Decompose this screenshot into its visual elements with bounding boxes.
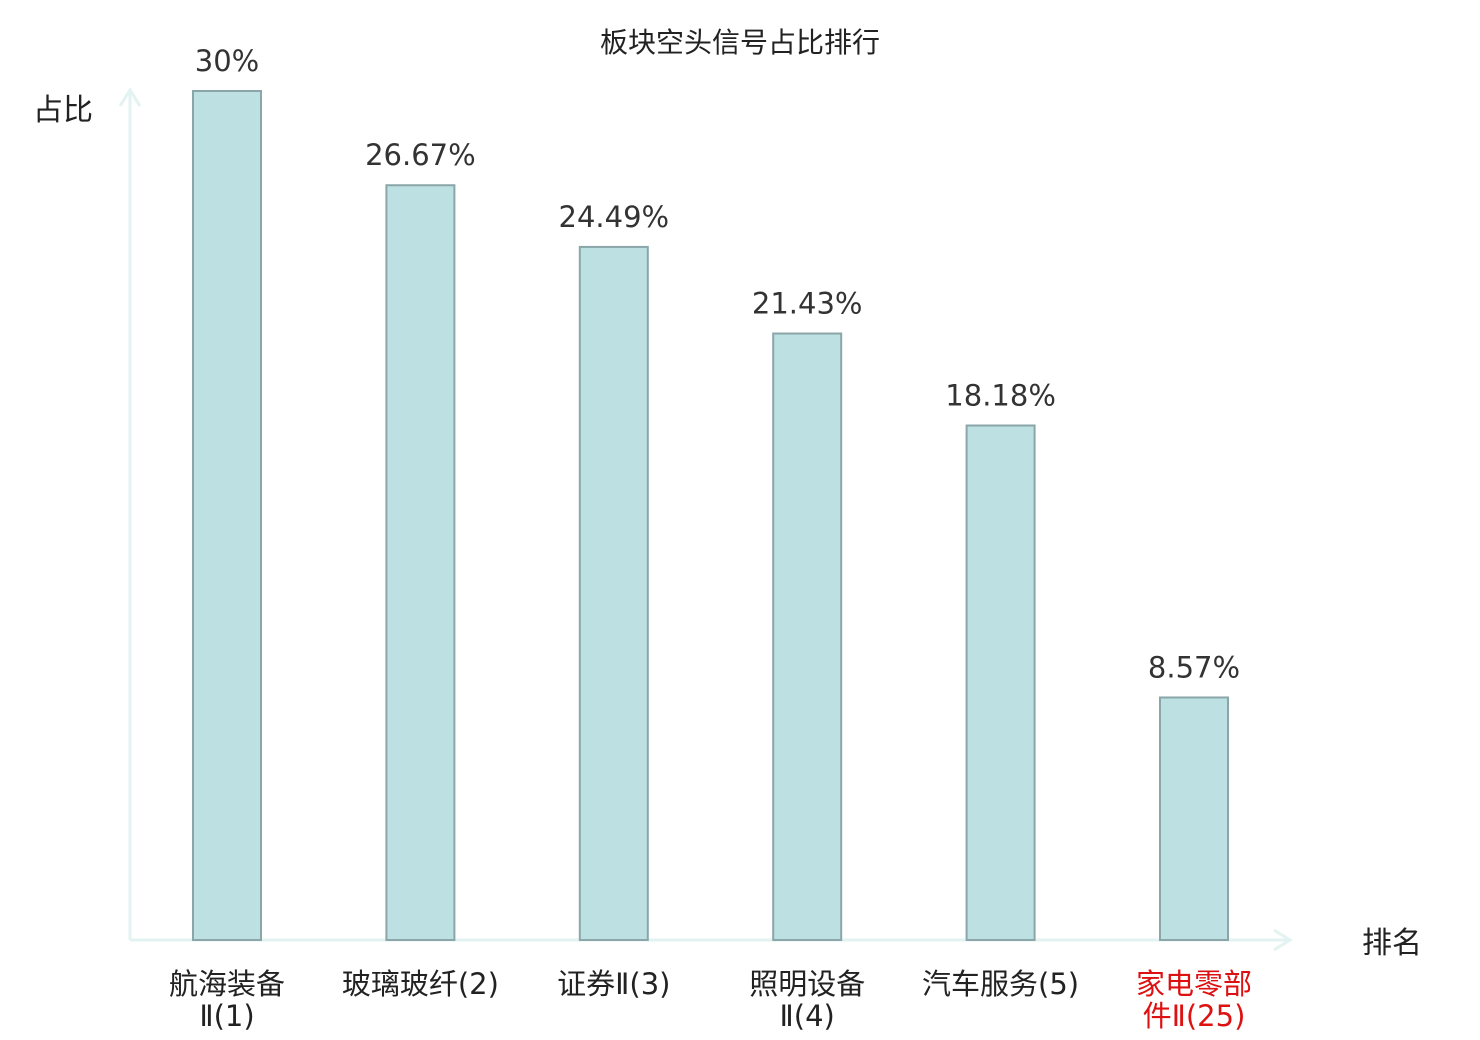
y-axis-arrow [118, 87, 142, 107]
category-label-line: 证券Ⅱ(3) [557, 967, 670, 1001]
bar-2 [385, 184, 456, 941]
bar-3 [578, 245, 649, 942]
category-label-line: 照明设备 [749, 967, 865, 1001]
x-axis-label: 排名 [1362, 926, 1422, 961]
value-labels: 30% 26.67% 24.49% 21.43% 18.18% 8.57% [195, 44, 1240, 684]
x-axis-arrow [1273, 928, 1293, 952]
bar-4 [772, 332, 843, 941]
category-label-line: 航海装备 [169, 967, 285, 1001]
category-label-line: 玻璃玻纤(2) [342, 967, 499, 1001]
value-label-4: 21.43% [752, 287, 863, 321]
bar-5 [965, 424, 1036, 942]
category-label-4: 照明设备 Ⅱ(4) [749, 967, 865, 1033]
category-label-1: 航海装备 Ⅱ(1) [169, 967, 285, 1033]
axes [118, 87, 1293, 952]
value-label-6: 8.57% [1148, 650, 1240, 684]
category-label-line: 家电零部 [1136, 967, 1252, 1001]
category-label-3: 证券Ⅱ(3) [557, 967, 670, 1001]
category-label-6: 家电零部件Ⅱ(25) [1136, 967, 1252, 1033]
value-label-1: 30% [195, 44, 259, 78]
bar-6 [1159, 696, 1229, 941]
value-label-5: 18.18% [945, 379, 1056, 413]
category-label-line: 件Ⅱ(25) [1143, 999, 1246, 1033]
category-labels: 航海装备 Ⅱ(1) 玻璃玻纤(2) 证券Ⅱ(3) 照明设备 Ⅱ(4) 汽车服务(5) 家电零部… [169, 967, 1252, 1033]
value-label-3: 24.49% [559, 200, 670, 234]
category-label-2: 玻璃玻纤(2) [342, 967, 499, 1001]
category-label-line: Ⅱ(4) [780, 999, 835, 1033]
category-label-line: Ⅱ(1) [199, 999, 254, 1033]
chart-title: 板块空头信号占比排行 [600, 26, 880, 59]
category-label-line: 汽车服务(5) [922, 967, 1079, 1001]
bars [192, 90, 1229, 942]
bar-1 [192, 90, 262, 941]
value-label-2: 26.67% [365, 138, 476, 172]
category-label-5: 汽车服务(5) [922, 967, 1079, 1001]
y-axis-label: 占比 [33, 93, 93, 128]
